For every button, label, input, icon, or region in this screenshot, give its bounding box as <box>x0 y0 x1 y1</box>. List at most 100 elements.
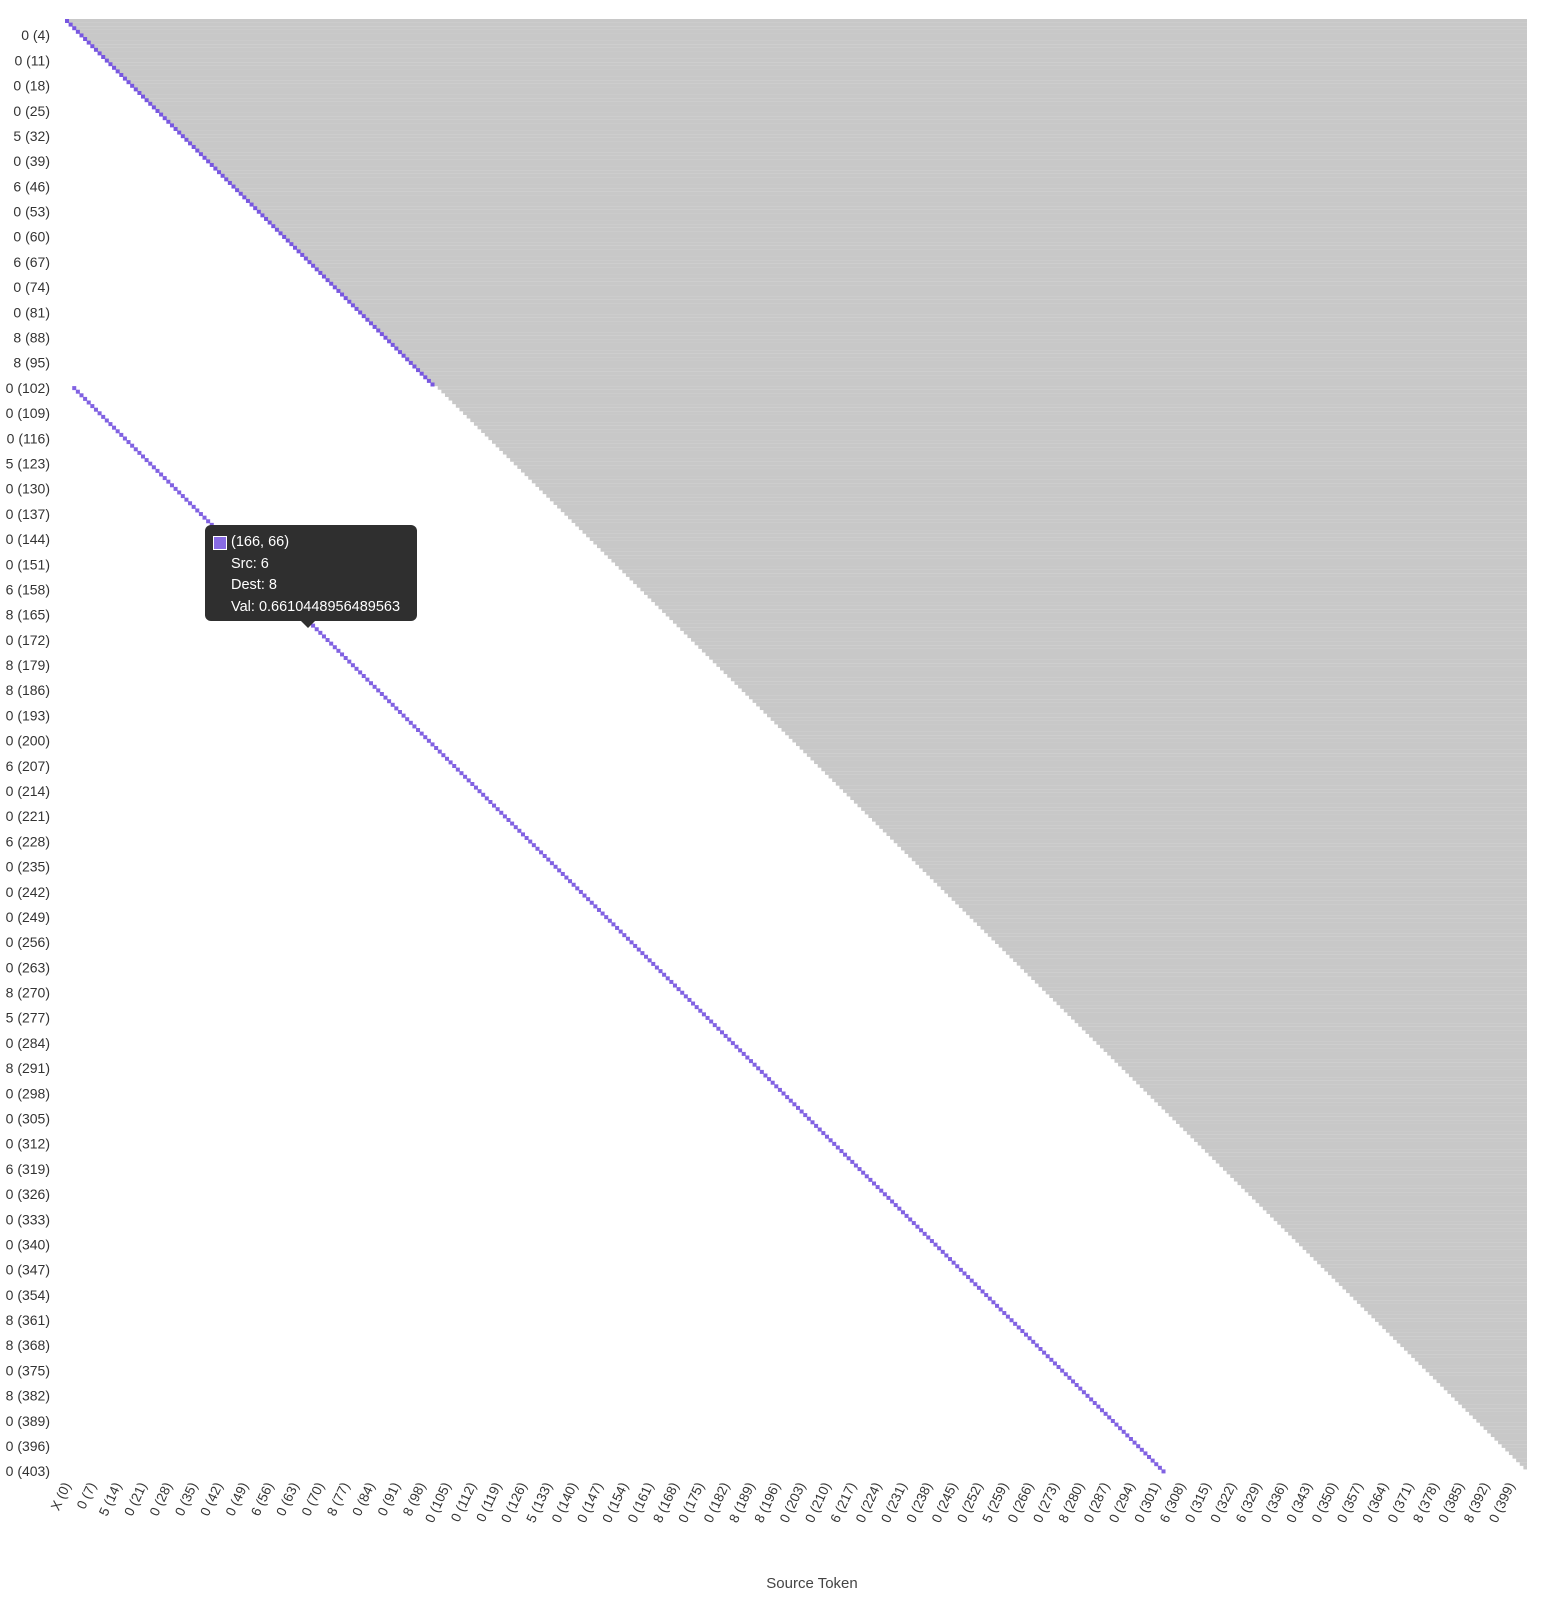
heatmap-cell[interactable] <box>988 1297 992 1301</box>
heatmap-cell[interactable] <box>554 865 558 869</box>
heatmap-cell[interactable] <box>108 422 112 426</box>
heatmap-cell[interactable] <box>69 23 73 27</box>
heatmap-cell[interactable] <box>883 1192 887 1196</box>
heatmap-cell[interactable] <box>626 937 630 941</box>
heatmap-cell[interactable] <box>94 48 98 52</box>
heatmap-cell[interactable] <box>720 1030 724 1034</box>
heatmap-cell[interactable] <box>586 897 590 901</box>
heatmap-cell[interactable] <box>731 1041 735 1045</box>
heatmap-cell[interactable] <box>832 1142 836 1146</box>
heatmap-cell[interactable] <box>923 1232 927 1236</box>
heatmap-cell[interactable] <box>355 307 359 311</box>
heatmap-cell[interactable] <box>105 59 109 63</box>
heatmap-cell[interactable] <box>1093 1401 1097 1405</box>
heatmap-cell[interactable] <box>810 1120 814 1124</box>
heatmap-cell[interactable] <box>311 264 315 268</box>
heatmap-cell[interactable] <box>376 329 380 333</box>
heatmap-cell[interactable] <box>340 652 344 656</box>
heatmap-cell[interactable] <box>159 472 163 476</box>
heatmap-cells[interactable] <box>65 19 1527 1473</box>
heatmap-cell[interactable] <box>76 390 80 394</box>
heatmap-cell[interactable] <box>163 116 167 120</box>
heatmap-cell[interactable] <box>137 451 141 455</box>
heatmap-cell[interactable] <box>999 1307 1003 1311</box>
heatmap-cell[interactable] <box>206 159 210 163</box>
heatmap-cell[interactable] <box>590 901 594 905</box>
heatmap-cell[interactable] <box>141 454 145 458</box>
heatmap-cell[interactable] <box>1143 1451 1147 1455</box>
heatmap-cell[interactable] <box>155 469 159 473</box>
heatmap-cell[interactable] <box>72 26 76 30</box>
heatmap-cell[interactable] <box>915 1225 919 1229</box>
heatmap-cell[interactable] <box>463 775 467 779</box>
heatmap-cell[interactable] <box>872 1181 876 1185</box>
heatmap-cell[interactable] <box>615 926 619 930</box>
heatmap-cell[interactable] <box>101 55 105 59</box>
heatmap-cell[interactable] <box>839 1149 843 1153</box>
heatmap-cell[interactable] <box>1078 1387 1082 1391</box>
heatmap-cell[interactable] <box>275 228 279 232</box>
heatmap-cell[interactable] <box>829 1138 833 1142</box>
heatmap-cell[interactable] <box>318 631 322 635</box>
heatmap-cell[interactable] <box>246 199 250 203</box>
heatmap-cell[interactable] <box>470 782 474 786</box>
heatmap-cell[interactable] <box>955 1264 959 1268</box>
heatmap-cell[interactable] <box>391 703 395 707</box>
heatmap-cell[interactable] <box>434 746 438 750</box>
heatmap-cell[interactable] <box>535 847 539 851</box>
heatmap-cell[interactable] <box>901 1210 905 1214</box>
heatmap-cell[interactable] <box>716 1027 720 1031</box>
heatmap-cell[interactable] <box>199 512 203 516</box>
heatmap-cell[interactable] <box>409 721 413 725</box>
heatmap-cell[interactable] <box>981 1289 985 1293</box>
heatmap-cell[interactable] <box>941 1250 945 1254</box>
heatmap-cell[interactable] <box>177 490 181 494</box>
heatmap-cell[interactable] <box>1158 1466 1162 1470</box>
heatmap-cell[interactable] <box>528 840 532 844</box>
heatmap-cell[interactable] <box>282 235 286 239</box>
heatmap-cell[interactable] <box>597 908 601 912</box>
heatmap-cell[interactable] <box>431 383 435 387</box>
heatmap-cell[interactable] <box>959 1268 963 1272</box>
heatmap-cell[interactable] <box>213 167 217 171</box>
heatmap-cell[interactable] <box>564 876 568 880</box>
heatmap-cell[interactable] <box>734 1045 738 1049</box>
heatmap-cell[interactable] <box>87 41 91 45</box>
heatmap-cell[interactable] <box>260 213 264 217</box>
heatmap-cell[interactable] <box>1125 1433 1129 1437</box>
heatmap-cell[interactable] <box>1035 1343 1039 1347</box>
heatmap-cell[interactable] <box>391 343 395 347</box>
heatmap-cell[interactable] <box>843 1153 847 1157</box>
heatmap-cell[interactable] <box>478 789 482 793</box>
heatmap-cell[interactable] <box>680 991 684 995</box>
heatmap-cell[interactable] <box>1031 1340 1035 1344</box>
heatmap-cell[interactable] <box>221 174 225 178</box>
heatmap-cell[interactable] <box>206 519 210 523</box>
heatmap-cell[interactable] <box>738 1048 742 1052</box>
heatmap-cell[interactable] <box>488 800 492 804</box>
heatmap-cell[interactable] <box>459 771 463 775</box>
heatmap-cell[interactable] <box>886 1196 890 1200</box>
heatmap-cell[interactable] <box>861 1171 865 1175</box>
heatmap-cell[interactable] <box>868 1178 872 1182</box>
heatmap-cell[interactable] <box>336 289 340 293</box>
heatmap-cell[interactable] <box>210 163 214 167</box>
heatmap-cell[interactable] <box>65 19 69 23</box>
heatmap-cell[interactable] <box>897 1207 901 1211</box>
heatmap-cell[interactable] <box>148 102 152 106</box>
heatmap-cell[interactable] <box>510 822 514 826</box>
heatmap-cell[interactable] <box>322 634 326 638</box>
heatmap-cell[interactable] <box>973 1282 977 1286</box>
heatmap-cell[interactable] <box>658 969 662 973</box>
heatmap-cell[interactable] <box>644 955 648 959</box>
heatmap-cell[interactable] <box>112 426 116 430</box>
heatmap-cell[interactable] <box>264 217 268 221</box>
heatmap-cell[interactable] <box>1006 1315 1010 1319</box>
heatmap-cell[interactable] <box>763 1074 767 1078</box>
heatmap-cell[interactable] <box>394 347 398 351</box>
heatmap-cell[interactable] <box>322 275 326 279</box>
heatmap-cell[interactable] <box>622 933 626 937</box>
heatmap-cell[interactable] <box>181 494 185 498</box>
heatmap-cell[interactable] <box>1002 1311 1006 1315</box>
heatmap-cell[interactable] <box>803 1113 807 1117</box>
